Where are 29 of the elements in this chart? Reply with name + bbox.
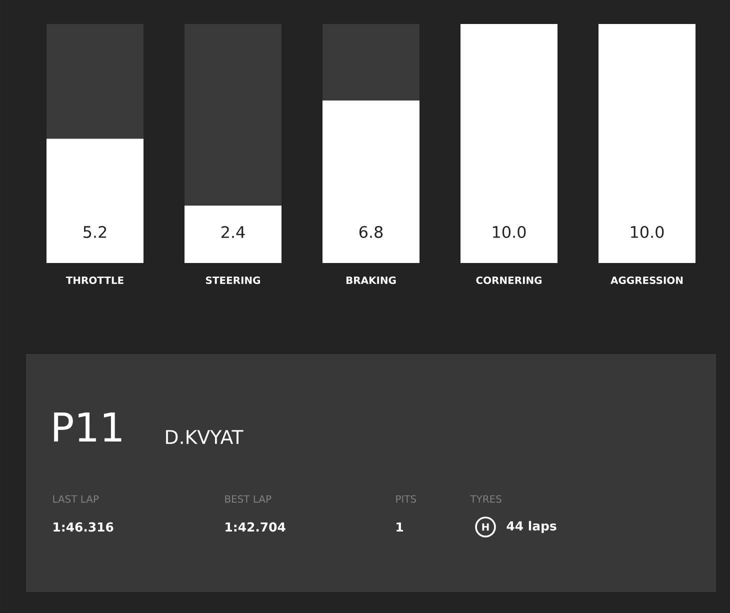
text: D.KVYAT — [166, 430, 244, 444]
data-label: 5.2 — [84, 226, 106, 238]
bar — [184, 206, 282, 263]
text: 1 — [396, 522, 404, 532]
text: PITS — [396, 495, 416, 503]
data-label: 10.0 — [493, 226, 526, 238]
text: TYRES — [470, 495, 502, 503]
text: 1:42.704 — [226, 522, 286, 532]
data-label: 6.8 — [359, 226, 383, 238]
text: LAST LAP — [53, 495, 99, 503]
x-tick-label: THROTTLE — [66, 276, 124, 284]
x-tick-label: AGGRESSION — [610, 276, 683, 284]
text: 1:46.316 — [54, 522, 114, 532]
text: P11 — [54, 412, 122, 442]
x-tick-label: BRAKING — [346, 276, 396, 284]
bar — [46, 138, 144, 263]
bar — [322, 100, 420, 263]
bar — [460, 24, 558, 263]
text: 44 laps — [506, 520, 556, 534]
bar — [598, 24, 696, 263]
data-label: 10.0 — [631, 226, 664, 238]
bar — [184, 24, 282, 206]
data-label: 2.4 — [222, 226, 245, 238]
text: H — [482, 523, 489, 531]
x-tick-label: CORNERING — [476, 276, 542, 284]
bar — [322, 24, 420, 100]
bar — [46, 24, 144, 139]
text: BEST LAP — [225, 495, 272, 503]
x-tick-label: STEERING — [206, 276, 260, 284]
